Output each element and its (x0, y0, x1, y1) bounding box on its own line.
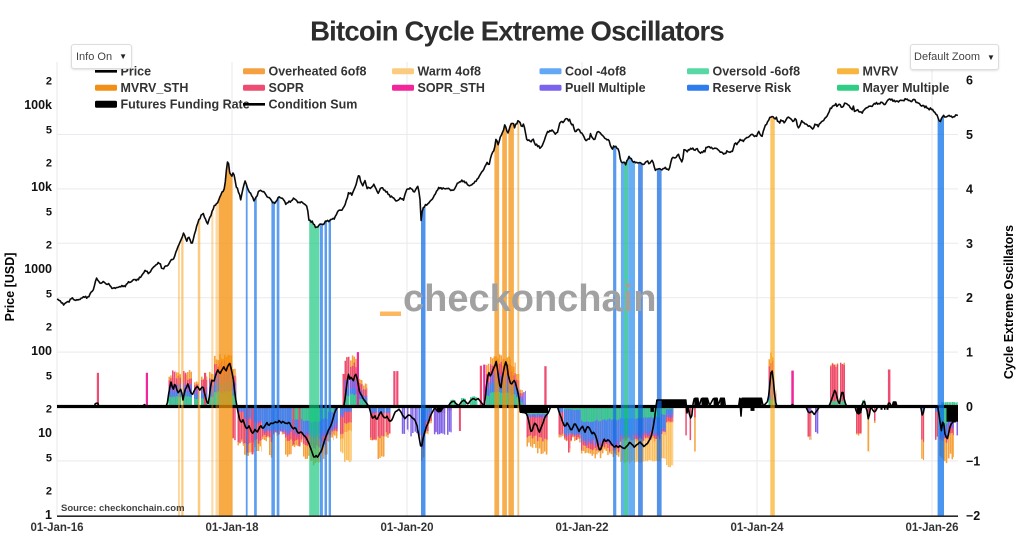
svg-text:2: 2 (46, 485, 52, 497)
svg-text:6: 6 (966, 74, 973, 88)
svg-text:1000: 1000 (24, 262, 52, 276)
svg-text:MVRV_STH: MVRV_STH (121, 81, 189, 95)
svg-text:Bitcoin Cycle Extreme Oscillat: Bitcoin Cycle Extreme Oscillators (310, 16, 724, 47)
svg-text:2: 2 (46, 321, 52, 333)
svg-text:0: 0 (966, 400, 973, 414)
svg-text:2: 2 (46, 157, 52, 169)
svg-text:5: 5 (46, 453, 52, 465)
svg-text:01-Jan-22: 01-Jan-22 (555, 522, 608, 534)
svg-text:Reserve Risk: Reserve Risk (713, 81, 792, 95)
svg-text:MVRV: MVRV (863, 65, 900, 79)
svg-text:2: 2 (46, 75, 52, 87)
svg-text:−1: −1 (966, 454, 980, 468)
svg-text:01-Jan-16: 01-Jan-16 (30, 522, 83, 534)
svg-text:01-Jan-18: 01-Jan-18 (205, 522, 259, 534)
svg-text:5: 5 (46, 289, 52, 301)
svg-text:Warm 4of8: Warm 4of8 (418, 65, 481, 79)
svg-text:1: 1 (45, 508, 52, 522)
svg-text:100: 100 (31, 344, 52, 358)
svg-text:1: 1 (966, 346, 973, 360)
svg-text:Cycle Extreme Oscillators: Cycle Extreme Oscillators (1002, 225, 1016, 379)
svg-text:10: 10 (38, 426, 52, 440)
svg-text:Price [USD]: Price [USD] (3, 253, 17, 322)
svg-text:2: 2 (966, 291, 973, 305)
svg-text:Puell Multiple: Puell Multiple (565, 81, 646, 95)
svg-text:Cool -4of8: Cool -4of8 (565, 65, 626, 79)
svg-text:5: 5 (46, 371, 52, 383)
svg-text:−2: −2 (966, 509, 980, 523)
svg-text:Oversold -6of8: Oversold -6of8 (713, 65, 801, 79)
svg-text:2: 2 (46, 403, 52, 415)
svg-text:3: 3 (966, 237, 973, 251)
svg-text:2: 2 (46, 239, 52, 251)
svg-text:5: 5 (966, 128, 973, 142)
svg-text:Futures Funding Rate: Futures Funding Rate (121, 98, 250, 112)
svg-text:100k: 100k (24, 98, 52, 112)
svg-text:4: 4 (966, 182, 973, 196)
svg-text:SOPR_STH: SOPR_STH (418, 81, 485, 95)
svg-text:5: 5 (46, 125, 52, 137)
svg-text:01-Jan-26: 01-Jan-26 (905, 522, 958, 534)
svg-text:01-Jan-24: 01-Jan-24 (730, 522, 784, 534)
svg-text:SOPR: SOPR (269, 81, 304, 95)
svg-text:5: 5 (46, 207, 52, 219)
svg-text:Overheated 6of8: Overheated 6of8 (269, 65, 367, 79)
svg-text:10k: 10k (31, 180, 52, 194)
svg-text:01-Jan-20: 01-Jan-20 (380, 522, 433, 534)
svg-text:Source: checkonchain.com: Source: checkonchain.com (61, 503, 185, 514)
svg-text:Condition Sum: Condition Sum (269, 98, 358, 112)
svg-text:checkonchain: checkonchain (403, 278, 656, 320)
svg-text:Mayer Multiple: Mayer Multiple (863, 81, 950, 95)
